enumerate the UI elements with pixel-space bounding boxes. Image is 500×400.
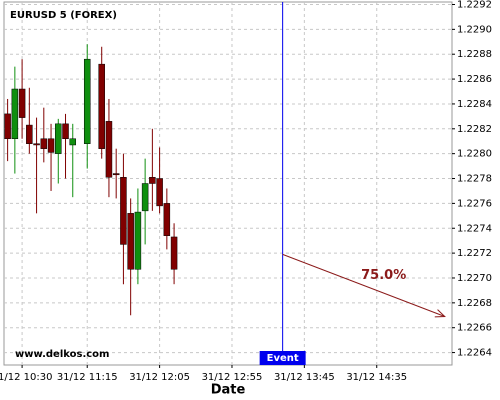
y-tick-label: 1.2282	[457, 124, 492, 135]
candle-body	[105, 121, 113, 178]
y-tick-label: 1.2288	[457, 49, 492, 60]
y-tick-label: 1.2270	[457, 273, 492, 284]
y-tick-label: 1.2268	[457, 298, 492, 309]
x-axis-title: Date	[211, 383, 246, 398]
candle-body	[40, 138, 48, 149]
candle-body	[33, 143, 40, 146]
candle-body	[62, 123, 69, 139]
candle-body	[26, 124, 33, 144]
y-tick-label: 1.2276	[457, 198, 492, 209]
candle-body	[141, 183, 149, 212]
chart-title: EURUSD 5 (FOREX)	[10, 10, 117, 21]
x-tick-label: 31/12 11:15	[57, 372, 118, 383]
candle-body	[163, 203, 171, 236]
x-tick-label: 31/12 12:55	[202, 372, 263, 383]
event-label: Event	[267, 353, 299, 364]
y-tick-label: 1.2264	[457, 348, 492, 359]
watermark: www.delkos.com	[15, 349, 109, 360]
y-tick-label: 1.2280	[457, 149, 492, 160]
y-tick-label: 1.2272	[457, 248, 492, 259]
candle-body	[112, 173, 120, 176]
candle-body	[11, 88, 19, 139]
y-tick-label: 1.2266	[457, 323, 492, 334]
x-tick-label: 31/12 10:30	[0, 372, 53, 383]
y-tick-label: 1.2290	[457, 24, 492, 35]
x-tick-label: 31/12 13:45	[274, 372, 335, 383]
x-tick-label: 31/12 14:35	[346, 372, 407, 383]
candle-body	[4, 113, 11, 139]
candle-body	[83, 58, 91, 144]
plot-frame	[3, 1, 453, 366]
y-tick-label: 1.2292	[457, 0, 492, 10]
y-tick-label: 1.2284	[457, 99, 492, 110]
candle-body	[55, 123, 62, 154]
y-tick-label: 1.2286	[457, 74, 492, 85]
candle-body	[120, 177, 127, 245]
candle-body	[134, 211, 142, 270]
candle-body	[149, 177, 156, 184]
forecast-arrow	[282, 253, 445, 317]
event-label-box	[259, 351, 306, 365]
candle-body	[156, 178, 163, 207]
candle-body	[47, 138, 55, 153]
forecast-label: 75.0%	[361, 268, 406, 283]
x-tick-label: 31/12 12:05	[129, 372, 190, 383]
y-tick-label: 1.2274	[457, 223, 492, 234]
candle-body	[127, 213, 134, 270]
candle-body	[170, 236, 178, 270]
arrow-head	[434, 309, 446, 318]
candle-body	[69, 138, 77, 146]
candle-body	[98, 63, 105, 149]
y-tick-label: 1.2278	[457, 174, 492, 185]
candle-body	[18, 88, 26, 118]
